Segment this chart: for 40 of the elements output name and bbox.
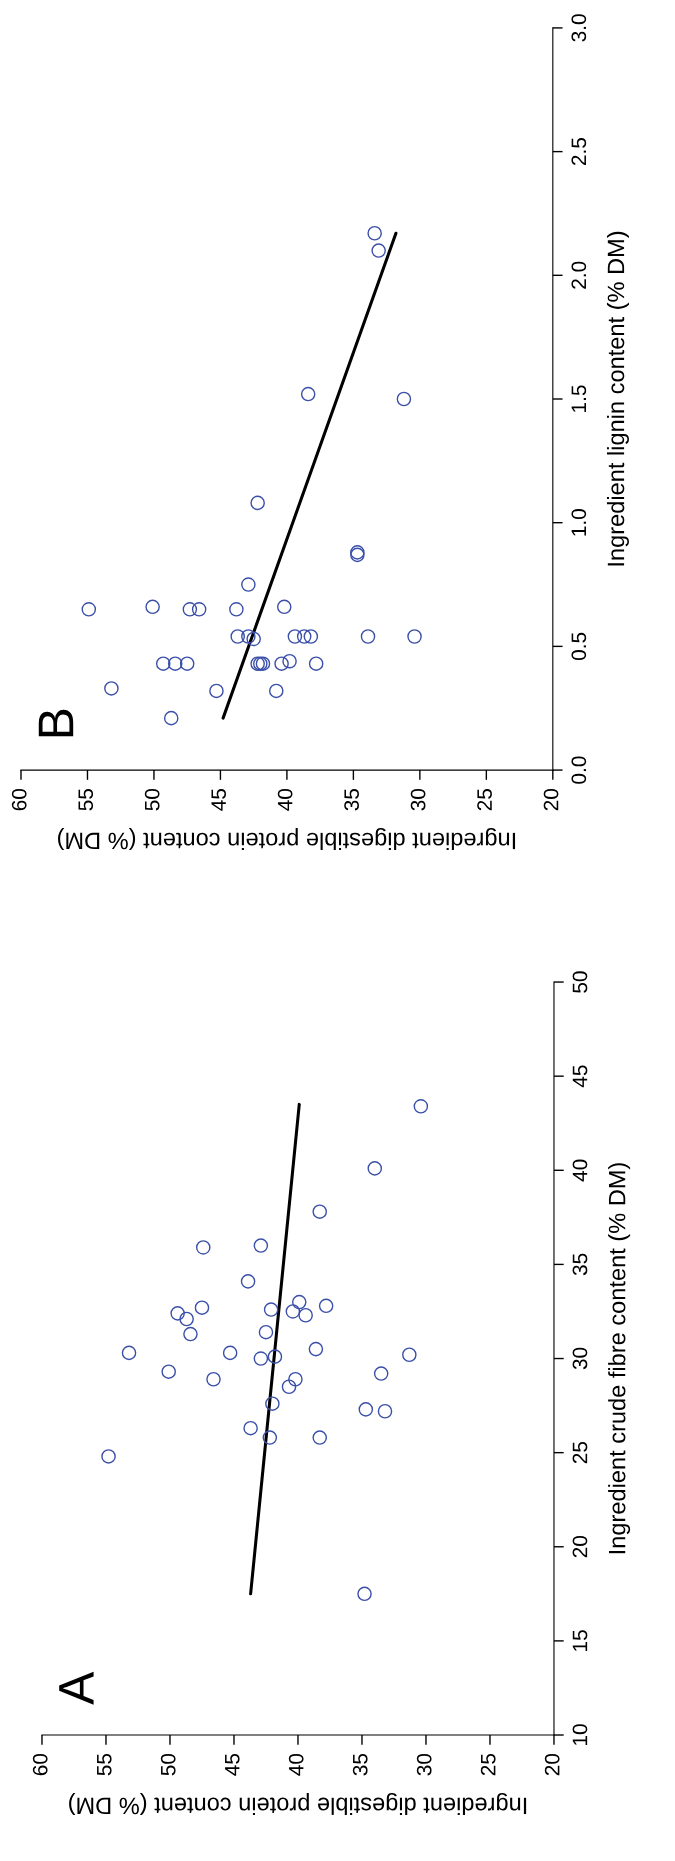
x-tick-label: 45 [225,1753,240,1776]
x-tick-label: 45 [211,789,227,811]
x-tick-label: 40 [288,1753,304,1776]
x-tick-label: 25 [477,789,492,811]
x-tick-label: 60 [32,1753,48,1776]
x-tick-label: 25 [480,1753,496,1776]
y-tick-label: 0.0 [571,756,587,784]
y-tick-label: 1.5 [571,385,587,412]
x-tick-label: 20 [544,1753,560,1776]
annotation: B [38,709,74,737]
y-tick-label: 45 [572,1065,588,1088]
y-tick-label: 50 [572,971,588,993]
x-tick-label: 55 [97,1753,112,1776]
x-axis-title: Ingredient digestible protein content (% DM) [58,827,516,850]
y-tick-label: 3.0 [571,14,587,42]
x-axis-title: Ingredient digestible protein content (% DM) [69,1792,527,1815]
y-axis-title: Ingredient lignin content (% DM) [606,231,629,566]
y-tick-label: 0.5 [571,632,587,661]
y-tick-label: 1.0 [571,509,587,536]
x-tick-label: 35 [344,789,359,811]
x-tick-label: 35 [352,1753,368,1776]
x-tick-label: 30 [416,1753,432,1776]
x-tick-label: 40 [277,788,293,811]
y-axis-title: Ingredient crude fibre content (% DM) [608,1163,631,1554]
x-tick-label: 60 [11,788,27,811]
y-tick-label: 25 [572,1441,588,1464]
x-tick-label: 20 [543,788,559,811]
annotation: A [59,1671,94,1705]
x-tick-label: 55 [78,789,94,811]
y-tick-label: 2.0 [571,261,587,289]
x-tick-label: 50 [144,788,160,811]
y-tick-label: 35 [572,1253,588,1276]
y-tick-label: 15 [572,1630,588,1651]
y-tick-label: 40 [572,1159,588,1182]
x-tick-label: 50 [160,1753,176,1776]
y-tick-label: 30 [572,1347,588,1370]
y-tick-label: 10 [572,1724,588,1746]
y-tick-label: 20 [572,1536,588,1558]
y-tick-label: 2.5 [571,138,587,166]
x-tick-label: 30 [410,788,426,811]
